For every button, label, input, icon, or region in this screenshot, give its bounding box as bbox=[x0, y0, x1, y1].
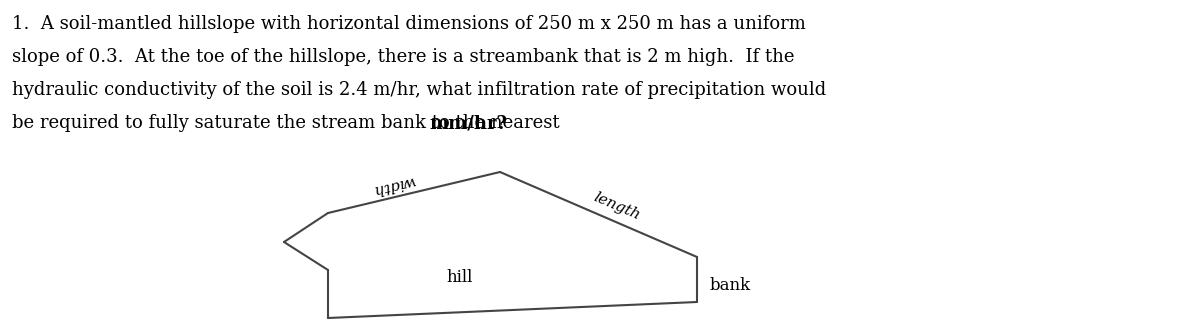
Text: width: width bbox=[371, 173, 416, 196]
Text: length: length bbox=[592, 190, 642, 223]
Text: hill: hill bbox=[446, 270, 473, 286]
Text: 1.  A soil-mantled hillslope with horizontal dimensions of 250 m x 250 m has a u: 1. A soil-mantled hillslope with horizon… bbox=[12, 15, 806, 33]
Text: be required to fully saturate the stream bank to the nearest: be required to fully saturate the stream… bbox=[12, 114, 565, 132]
Text: mm/hr?: mm/hr? bbox=[430, 114, 508, 132]
Text: bank: bank bbox=[710, 277, 751, 293]
Text: slope of 0.3.  At the toe of the hillslope, there is a streambank that is 2 m hi: slope of 0.3. At the toe of the hillslop… bbox=[12, 48, 794, 66]
Text: hydraulic conductivity of the soil is 2.4 m/hr, what infiltration rate of precip: hydraulic conductivity of the soil is 2.… bbox=[12, 81, 827, 99]
